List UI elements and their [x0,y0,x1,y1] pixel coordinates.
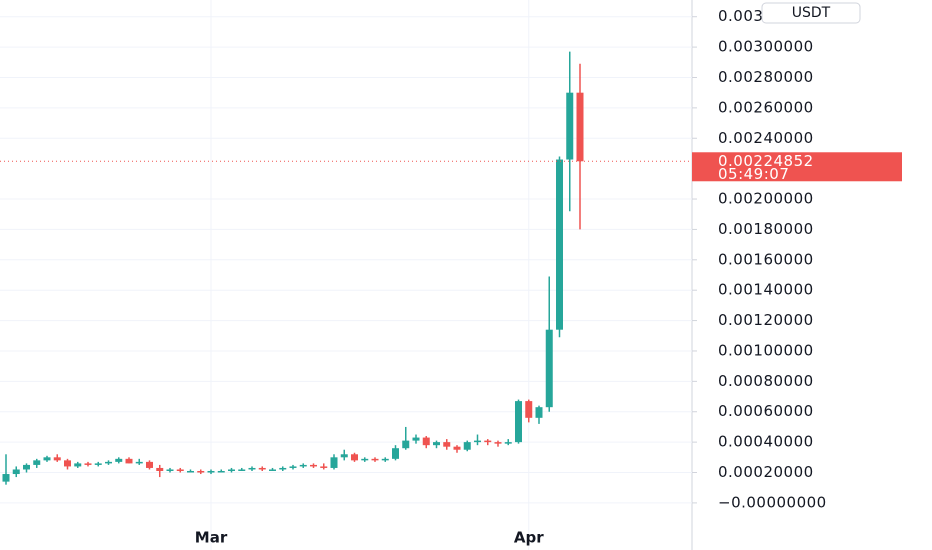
x-tick-label: Mar [195,529,228,547]
y-tick-label: 0.00120000 [718,311,814,329]
candle-body [115,458,123,462]
candle-body [146,461,153,468]
candle-body [402,440,410,449]
candle-body [310,464,317,467]
y-tick-label: 0.00020000 [718,463,814,481]
y-tick-label: 0.00300000 [718,38,814,56]
candle-body [207,470,215,473]
candle-body [545,329,553,408]
y-tick-label: 0.00200000 [718,190,814,208]
last-price-label: 0.00224852 [718,152,814,170]
candle-body [494,442,502,444]
candle-body [361,458,369,461]
y-tick-label: 0.00260000 [718,98,814,116]
candle-body [515,401,522,443]
candle-body [320,466,328,468]
x-tick-label: Apr [514,529,544,547]
y-tick-label: 0.00040000 [718,433,814,451]
candle-body [135,461,143,464]
candle-body [330,457,338,468]
candle-body [53,457,61,461]
candle-body [504,442,512,444]
candle-body [474,440,481,443]
candle-body [556,159,563,330]
candle-body [23,464,30,470]
y-tick-label: 0.00180000 [718,220,814,238]
candle-body [463,442,471,450]
currency-label: USDT [792,5,831,21]
y-tick-label: −0.00000000 [718,493,827,511]
candle-body [238,469,246,471]
candle-body [258,467,266,470]
candle-body [433,442,440,446]
candle-body [33,460,41,465]
candle-body [105,461,112,464]
y-tick-label: 0.00280000 [718,68,814,86]
candle-body [351,454,358,461]
candle-body [484,440,492,443]
y-tick-label: 0.00160000 [718,250,814,268]
candle-body [217,470,225,473]
candle-body [371,458,379,461]
y-tick-label: 0.00240000 [718,129,814,147]
candle-body [443,442,451,447]
candle-body [299,464,307,467]
candle-body [392,448,399,459]
candle-body [156,467,164,471]
candle-body [576,92,584,162]
candle-body [535,407,543,418]
candle-body [289,466,297,468]
candle-body [228,469,235,471]
candle-body [412,437,420,441]
candle-body [176,469,184,471]
candle-body [166,469,174,471]
currency-badge [761,2,861,24]
candle-body [279,467,287,470]
candle-body [197,470,205,473]
candle-body [340,454,348,458]
candle-body [43,457,51,461]
y-tick-label: 0.00060000 [718,402,814,420]
y-tick-label: 0.00140000 [718,281,814,299]
candle-body [94,463,102,465]
candle-body [453,446,461,450]
candle-body [84,463,92,465]
candle-body [64,460,71,467]
candle-body [269,469,276,471]
candle-body [125,458,133,464]
candle-body [248,467,256,470]
candle-body [566,92,574,160]
last-price-box [692,152,902,182]
countdown-label: 05:49:07 [718,165,789,183]
candle-body [422,437,430,446]
candle-body [525,401,533,418]
y-tick-label: 0.00100000 [718,341,814,359]
candle-body [12,469,20,475]
y-tick-label: 0.00080000 [718,372,814,390]
candle-body [381,458,389,461]
candle-body [187,470,194,473]
candle-body [2,474,10,482]
candle-body [74,463,82,467]
